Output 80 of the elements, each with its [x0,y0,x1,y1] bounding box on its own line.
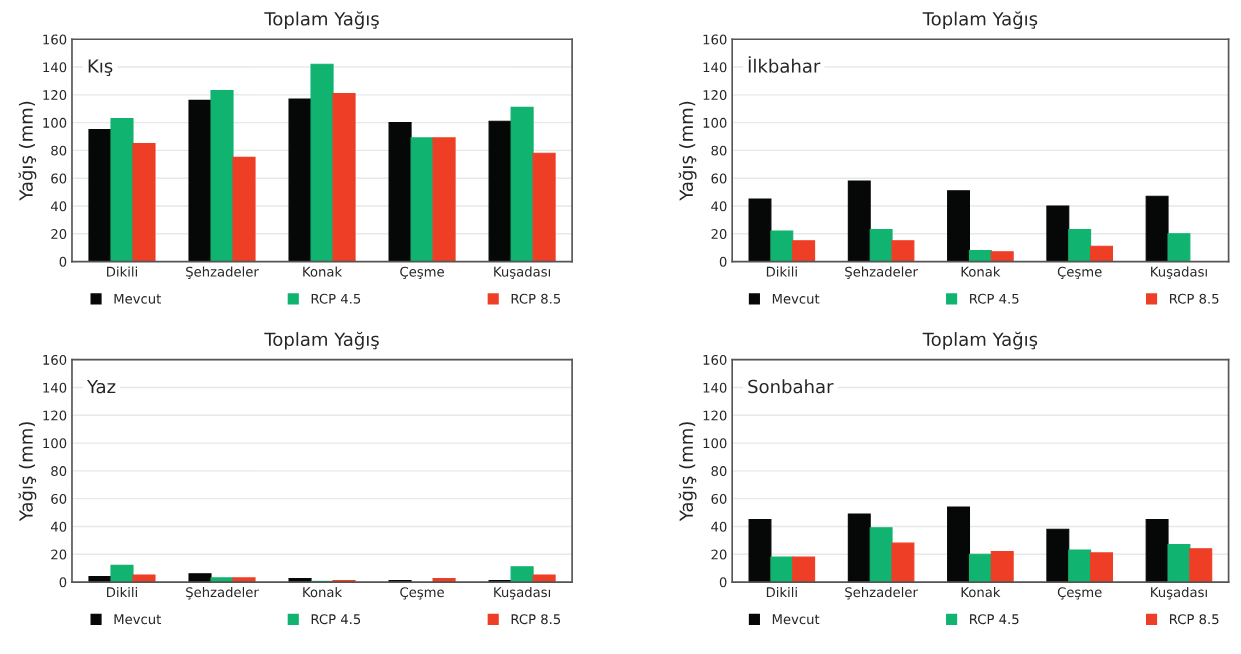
y-tick-label: 160 [43,354,67,365]
y-tick-label: 60 [711,493,727,504]
x-tick-label: Dikili [766,586,797,597]
x-tick-label: Dikili [107,586,137,597]
x-tick-label: Konak [961,266,1001,277]
y-tick-label: 140 [703,62,727,73]
y-tick-label: 100 [43,438,67,449]
x-tick-label: Şehzadeler [186,266,259,280]
y-axis-title: Yağış (mm) [18,422,37,522]
x-tick-label: Konak [303,266,343,277]
legend-label: Mevcut [772,614,820,625]
y-tick-label: 100 [703,438,727,449]
y-tick-label: 0 [59,256,67,267]
y-tick-label: 20 [711,549,727,560]
legend-label: RCP 8.5 [511,614,561,625]
chart-title: Toplam Yağış [264,331,379,350]
y-tick-label: 20 [51,549,67,560]
x-tick-label: Kuşadası [1151,586,1207,600]
y-tick-label: 140 [43,62,67,73]
y-tick-label: 20 [51,229,67,240]
y-tick-label: 120 [703,410,727,421]
legend-label: RCP 4.5 [311,293,361,304]
y-tick-label: 160 [43,34,67,45]
annotation: Kış [88,59,113,77]
y-tick-label: 60 [51,493,67,504]
x-tick-label: Şehzadeler [186,586,259,600]
x-tick-label: Çeşme [1057,587,1102,600]
y-tick-label: 40 [50,521,67,532]
y-tick-label: 40 [50,201,67,212]
x-tick-label: Çeşme [400,266,444,280]
legend-label: Mevcut [772,293,820,304]
legend-label: Mevcut [114,293,161,304]
legend-label: RCP 4.5 [970,614,1019,625]
x-tick-label: Kuşadası [1151,266,1207,280]
chart-title: Toplam Yağış [922,331,1038,350]
legend-label: RCP 4.5 [970,293,1019,304]
x-tick-label: Dikili [766,266,797,277]
y-axis-title: Yağış (mm) [678,101,697,201]
x-tick-label: Konak [961,586,1001,598]
chart-title: Toplam Yağış [264,11,379,30]
y-tick-label: 140 [703,382,727,393]
x-tick-label: Kuşadası [494,586,551,600]
y-tick-label: 0 [719,256,727,267]
legend-label: Mevcut [114,614,161,625]
y-tick-label: 60 [711,173,727,184]
x-tick-label: Şehzadeler [845,586,918,600]
x-tick-label: Dikili [107,266,137,277]
y-tick-label: 40 [711,201,727,212]
y-axis-title: Yağış (mm) [678,422,697,522]
y-tick-label: 120 [43,90,67,101]
chart-title: Toplam Yağış [922,11,1038,30]
y-tick-label: 60 [51,173,67,184]
legend-label: RCP 8.5 [511,293,561,304]
y-tick-label: 120 [703,90,727,101]
y-tick-label: 0 [59,577,67,588]
y-tick-label: 140 [43,382,67,393]
x-tick-label: Kuşadası [494,266,551,280]
legend-label: RCP 4.5 [311,614,361,625]
annotation: Sonbahar [748,379,834,394]
legend-label: RCP 8.5 [1170,293,1219,304]
y-tick-label: 80 [711,466,727,477]
y-tick-label: 80 [51,145,67,156]
y-tick-label: 100 [703,117,727,128]
x-tick-label: Çeşme [1057,266,1102,280]
y-tick-label: 160 [703,354,727,365]
x-tick-label: Çeşme [400,587,444,600]
y-tick-label: 80 [51,466,67,477]
y-tick-label: 20 [711,229,727,240]
y-tick-label: 120 [43,410,67,421]
y-axis-title: Yağış (mm) [18,101,37,201]
annotation: İlkbahar [748,56,821,73]
y-tick-label: 160 [703,34,727,45]
x-tick-label: Şehzadeler [845,266,918,280]
legend-label: RCP 8.5 [1170,614,1219,625]
x-tick-label: Konak [303,586,343,598]
y-tick-label: 40 [711,521,727,532]
y-tick-label: 100 [43,117,67,128]
annotation: Yaz [86,379,116,394]
y-tick-label: 80 [711,145,727,156]
y-tick-label: 0 [719,577,727,588]
